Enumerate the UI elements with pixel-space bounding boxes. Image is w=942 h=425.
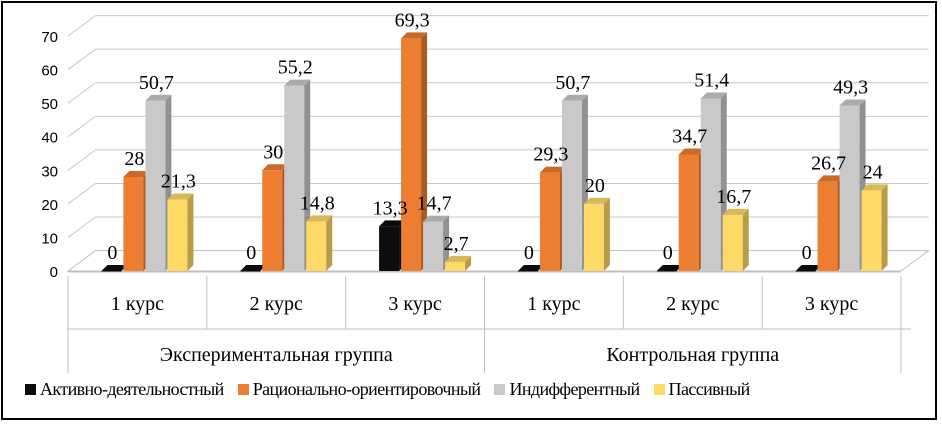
legend-swatch [494,383,506,395]
data-label: 21,3 [161,170,196,192]
gridline-depth [67,115,96,138]
data-label: 2,7 [444,233,469,255]
legend-swatch [237,383,249,395]
data-labels: 0 28 50,7 21,3 0 30 55,2 14,8 13,3 69,3 14,7 2,7 0 29… [107,9,882,264]
y-tick-label: 0 [50,264,58,281]
legend-swatch [25,383,36,395]
data-label: 50,7 [139,72,174,94]
bar [722,208,749,271]
data-label: 28 [124,148,144,170]
legend-item: Активно-деятельностный [25,379,224,400]
data-label: 0 [802,242,812,264]
legend-swatch [653,383,665,395]
data-label: 13,3 [373,197,408,219]
chart-frame: 0 10 20 30 40 50 60 70 0 28 50,7 21,3 0 30 55,2 14,8 13… [1,1,937,420]
data-label: 34,7 [672,126,707,148]
data-label: 26,7 [811,152,846,174]
data-label: 14,7 [417,193,452,215]
gridline-depth [67,15,96,37]
bar [240,265,267,272]
category-axis: 1 курс 2 курс 3 курс 1 курс 2 курс 3 курс Эксп… [67,276,911,373]
legend: Активно-деятельностный Рационально-ориент… [25,377,925,401]
legend-label: Активно-деятельностный [40,378,224,399]
bar [445,255,472,271]
data-label: 49,3 [833,76,868,98]
y-tick-label: 50 [41,96,58,113]
y-tick-label: 60 [41,63,58,80]
bar [795,265,822,272]
y-tick-label: 30 [41,163,58,180]
data-label: 29,3 [533,144,568,166]
data-label: 24 [863,161,883,183]
legend-item: Рационально-ориентировочный [237,378,481,400]
group-label: Экспериментальная группа [160,344,393,366]
bar [423,215,450,271]
y-tick-label: 40 [41,130,58,147]
bar [583,197,610,271]
bar [123,171,150,271]
data-label: 16,7 [716,186,751,208]
legend-item: Индифферентный [494,378,640,400]
bar-chart: 0 10 20 30 40 50 60 70 0 28 50,7 21,3 0 30 55,2 14,8 13… [41,9,931,373]
y-tick-label: 20 [41,197,58,214]
category-label: 1 курс [111,293,164,315]
data-label: 0 [524,242,534,264]
bars [101,32,888,272]
gridline-depth [67,149,96,171]
gridline-depth [67,216,96,238]
bar [517,265,544,272]
gridline-depth [67,82,96,104]
gridlines [66,15,931,273]
data-label: 69,3 [395,9,430,31]
y-axis: 0 10 20 30 40 50 60 70 [41,29,58,281]
y-tick-label: 10 [41,230,58,247]
bar [839,99,866,271]
group-label: Контрольная группа [606,344,779,366]
category-label: 2 курс [666,293,719,315]
data-label: 51,4 [694,69,729,91]
category-label: 3 курс [388,293,441,315]
legend-label: Пассивный [668,378,751,399]
bar [101,265,128,272]
data-label: 55,2 [278,57,313,79]
bar [167,193,194,271]
legend-item: Пассивный [653,378,751,400]
gridline-depth [67,48,96,70]
data-label: 20 [585,175,605,197]
data-label: 0 [107,242,117,264]
legend-label: Индифферентный [509,378,640,399]
y-tick-label: 70 [41,29,58,46]
bar [561,94,588,272]
data-label: 14,8 [300,192,335,214]
bar [145,94,172,272]
data-label: 50,7 [555,72,590,94]
bar [401,32,428,271]
bar [656,265,683,272]
category-label: 1 курс [527,293,580,315]
gridline-depth [67,183,96,205]
category-label: 3 курс [805,293,858,315]
bar [861,184,888,271]
legend-label: Рационально-ориентировочный [252,378,481,399]
category-label: 2 курс [250,293,303,315]
bar [306,215,333,271]
data-label: 0 [246,242,256,264]
data-label: 0 [663,242,673,264]
data-label: 30 [263,141,283,163]
